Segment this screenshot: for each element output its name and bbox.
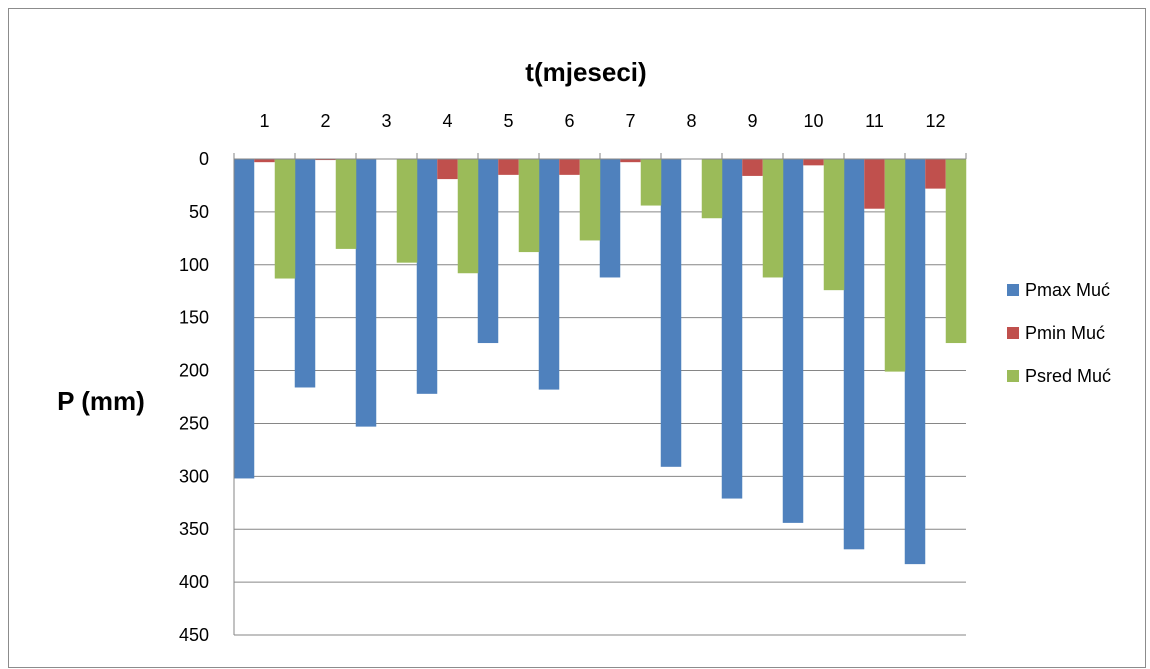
legend-swatch-1 bbox=[1007, 284, 1019, 296]
y-tick-label-250: 250 bbox=[179, 413, 209, 433]
y-tick-label-200: 200 bbox=[179, 361, 209, 381]
y-tick-label-100: 100 bbox=[179, 255, 209, 275]
bar-1-3 bbox=[355, 159, 377, 427]
legend-label-2: Pmin Muć bbox=[1025, 323, 1105, 343]
y-tick-label-0: 0 bbox=[199, 149, 209, 169]
bar-3-6 bbox=[579, 159, 601, 241]
bar-1-9 bbox=[721, 159, 743, 499]
x-tick-label-3: 3 bbox=[381, 111, 391, 131]
x-tick-label-12: 12 bbox=[925, 111, 945, 131]
bar-1-12 bbox=[904, 159, 926, 565]
bar-3-2 bbox=[335, 159, 357, 249]
bar-3-1 bbox=[274, 159, 296, 279]
bars bbox=[233, 159, 967, 565]
bar-1-6 bbox=[538, 159, 560, 390]
legend-label-1: Pmax Muć bbox=[1025, 280, 1110, 300]
bar-1-7 bbox=[599, 159, 621, 278]
x-tick-label-1: 1 bbox=[259, 111, 269, 131]
bar-2-9 bbox=[742, 159, 763, 176]
bar-3-5 bbox=[518, 159, 540, 253]
bar-2-4 bbox=[437, 159, 458, 180]
x-tick-label-7: 7 bbox=[625, 111, 635, 131]
bar-1-4 bbox=[416, 159, 438, 394]
chart-svg: t(mjeseci) P (mm) 0 50 100 150 200 250 300 350 4… bbox=[57, 57, 1111, 645]
bar-2-10 bbox=[803, 159, 824, 166]
x-tick-label-2: 2 bbox=[320, 111, 330, 131]
bar-1-1 bbox=[233, 159, 255, 479]
x-tick-label-11: 11 bbox=[865, 111, 884, 131]
bar-3-3 bbox=[396, 159, 418, 263]
bar-2-2 bbox=[315, 159, 336, 161]
bar-3-9 bbox=[762, 159, 784, 278]
legend-swatch-2 bbox=[1007, 327, 1019, 339]
y-tick-label-50: 50 bbox=[189, 202, 209, 222]
bar-1-8 bbox=[660, 159, 682, 467]
legend: Pmax Muć Pmin Muć Psred Muć bbox=[1007, 280, 1111, 386]
bar-1-10 bbox=[782, 159, 804, 523]
y-tick-label-450: 450 bbox=[179, 625, 209, 645]
y-tick-label-150: 150 bbox=[179, 308, 209, 328]
bar-2-1 bbox=[254, 159, 275, 163]
x-tick-label-9: 9 bbox=[747, 111, 757, 131]
chart-title: t(mjeseci) bbox=[525, 57, 646, 87]
bar-2-12 bbox=[925, 159, 946, 189]
y-tick-label-300: 300 bbox=[179, 466, 209, 486]
y-tick-label-350: 350 bbox=[179, 519, 209, 539]
bar-2-5 bbox=[498, 159, 519, 175]
x-tick-label-6: 6 bbox=[564, 111, 574, 131]
x-tick-label-4: 4 bbox=[442, 111, 452, 131]
bar-2-11 bbox=[864, 159, 885, 209]
bar-1-11 bbox=[843, 159, 865, 550]
x-tick-label-10: 10 bbox=[803, 111, 823, 131]
bar-3-7 bbox=[640, 159, 662, 206]
bar-1-2 bbox=[294, 159, 316, 388]
chart-area: t(mjeseci) P (mm) 0 50 100 150 200 250 300 350 4… bbox=[8, 8, 1146, 668]
legend-label-3: Psred Muć bbox=[1025, 366, 1111, 386]
bar-2-7 bbox=[620, 159, 641, 163]
bar-3-4 bbox=[457, 159, 479, 274]
bar-3-12 bbox=[945, 159, 967, 344]
y-axis-label: P (mm) bbox=[57, 386, 145, 416]
bar-3-11 bbox=[884, 159, 906, 372]
bar-3-8 bbox=[701, 159, 723, 219]
bar-2-6 bbox=[559, 159, 580, 175]
legend-swatch-3 bbox=[1007, 370, 1019, 382]
x-tick-label-5: 5 bbox=[503, 111, 513, 131]
bar-3-10 bbox=[823, 159, 845, 291]
y-tick-label-400: 400 bbox=[179, 572, 209, 592]
x-tick-label-8: 8 bbox=[686, 111, 696, 131]
bar-1-5 bbox=[477, 159, 499, 344]
